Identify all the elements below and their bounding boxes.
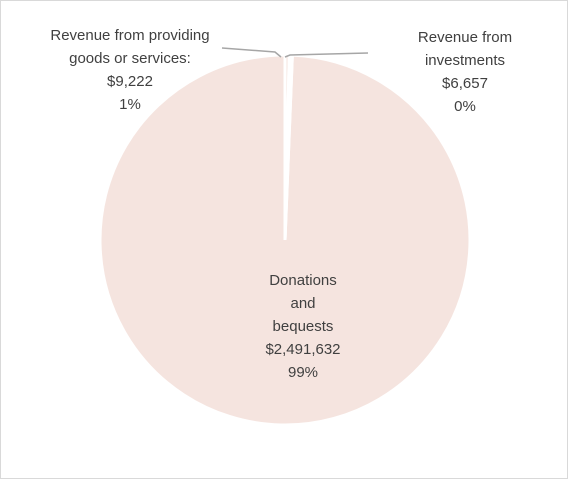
label-line: Revenue from (418, 29, 512, 46)
leader-lines (221, 47, 369, 58)
data-label-1: Revenue from providing goods or services:… (50, 27, 209, 113)
label-percent: 1% (119, 96, 141, 113)
data-label-0: Donations and bequests $2,491,632 99% (265, 272, 340, 381)
label-line: and (290, 295, 315, 312)
label-line: investments (425, 52, 505, 69)
label-line: bequests (273, 318, 334, 335)
label-value: $9,222 (107, 73, 153, 90)
label-line: Donations (269, 272, 337, 289)
leader-line-2 (284, 52, 369, 58)
leader-line-1 (221, 47, 282, 58)
label-percent: 99% (288, 364, 318, 381)
label-value: $2,491,632 (265, 341, 340, 358)
label-line: goods or services: (69, 50, 191, 67)
data-labels: Donations and bequests $2,491,632 99% Revenue… (50, 27, 512, 381)
pie-slices (98, 53, 472, 427)
data-label-2: Revenue from investments $6,657 0% (418, 29, 512, 115)
label-line: Revenue from providing (50, 27, 209, 44)
label-value: $6,657 (442, 75, 488, 92)
label-percent: 0% (454, 98, 476, 115)
